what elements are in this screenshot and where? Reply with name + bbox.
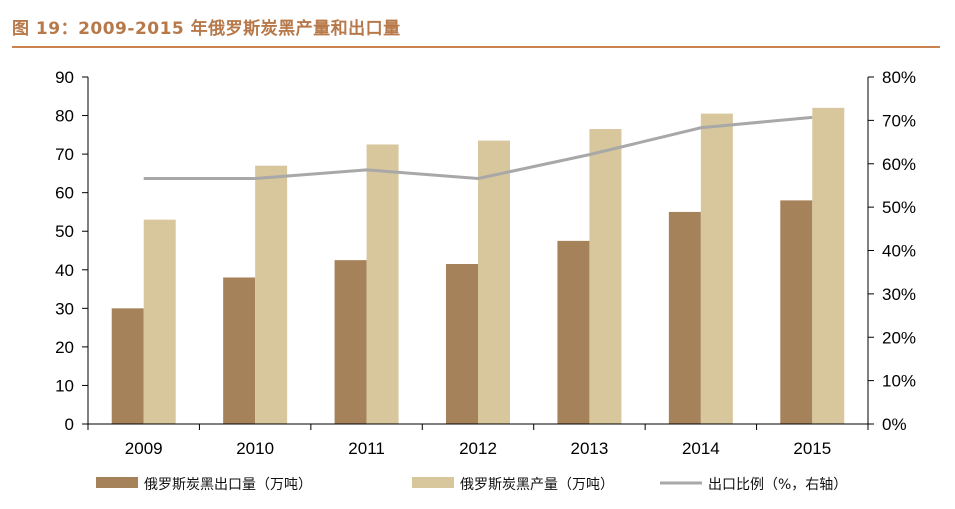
bar-export-2011	[334, 260, 367, 424]
y-right-tick-label: 50%	[882, 198, 916, 217]
x-tick-label: 2011	[348, 439, 385, 458]
y-left-tick-label: 50	[55, 222, 74, 241]
x-tick-label: 2015	[793, 439, 831, 458]
x-tick-label: 2013	[571, 439, 609, 458]
y-left-tick-label: 90	[55, 68, 74, 87]
figure-title: 图 19：2009-2015 年俄罗斯炭黑产量和出口量	[12, 19, 401, 39]
bar-export-2012	[446, 263, 478, 424]
x-tick-label: 2014	[682, 439, 720, 458]
y-right-tick-label: 30%	[882, 285, 916, 304]
bar-export-2010	[223, 277, 256, 424]
bar-export-2009	[111, 308, 144, 424]
x-tick-label: 2009	[125, 439, 163, 458]
bar-export-2013	[557, 240, 590, 424]
y-right-tick-label: 60%	[882, 155, 916, 174]
bar-export-2014	[668, 211, 701, 424]
legend: 俄罗斯炭黑出口量（万吨） 俄罗斯炭黑产量（万吨） 出口比例（%，右轴）	[96, 477, 847, 493]
bar-production-2014	[700, 113, 733, 424]
y-right-tick-label: 10%	[882, 372, 916, 391]
legend-item-production-swatch	[412, 477, 454, 488]
x-tick-label: 2012	[459, 439, 497, 458]
legend-item-ratio-label: 出口比例（%，右轴）	[708, 477, 847, 493]
line-layer	[143, 115, 813, 180]
bar-production-2013	[589, 129, 622, 425]
y-right-tick-label: 80%	[882, 68, 916, 87]
legend-item-export-label: 俄罗斯炭黑出口量（万吨）	[144, 477, 312, 493]
y-left-tick-label: 70	[55, 145, 74, 164]
y-left-tick-label: 20	[55, 338, 74, 357]
x-tick-label: 2010	[236, 439, 274, 458]
y-left-tick-label: 80	[55, 107, 74, 126]
y-right-tick-label: 70%	[882, 111, 916, 130]
y-right-tick-label: 20%	[882, 328, 916, 347]
bar-production-2010	[255, 165, 288, 424]
series-line-export-ratio	[143, 115, 813, 180]
y-left-tick-label: 30	[55, 299, 74, 318]
y-left-tick-label: 10	[55, 376, 74, 395]
title-divider	[12, 46, 940, 48]
bar-production-2012	[478, 140, 510, 424]
axes-layer: 0 10 20 30 40 50 60 70 80 90 0% 10% 20% 30% 40% 50% 60% 7…	[55, 68, 916, 458]
legend-item-production-label: 俄罗斯炭黑产量（万吨）	[460, 477, 614, 493]
y-left-tick-label: 40	[55, 261, 74, 280]
y-right-tick-label: 40%	[882, 242, 916, 261]
y-right-tick-label: 0%	[882, 415, 907, 434]
bar-production-2015	[812, 107, 845, 424]
y-left-tick-label: 60	[55, 184, 74, 203]
bar-production-2009	[143, 219, 176, 424]
bar-export-2015	[780, 200, 813, 424]
bar-production-2011	[366, 144, 399, 424]
legend-item-export-swatch	[96, 477, 138, 488]
bars-layer	[111, 107, 845, 425]
y-left-tick-label: 0	[65, 415, 74, 434]
